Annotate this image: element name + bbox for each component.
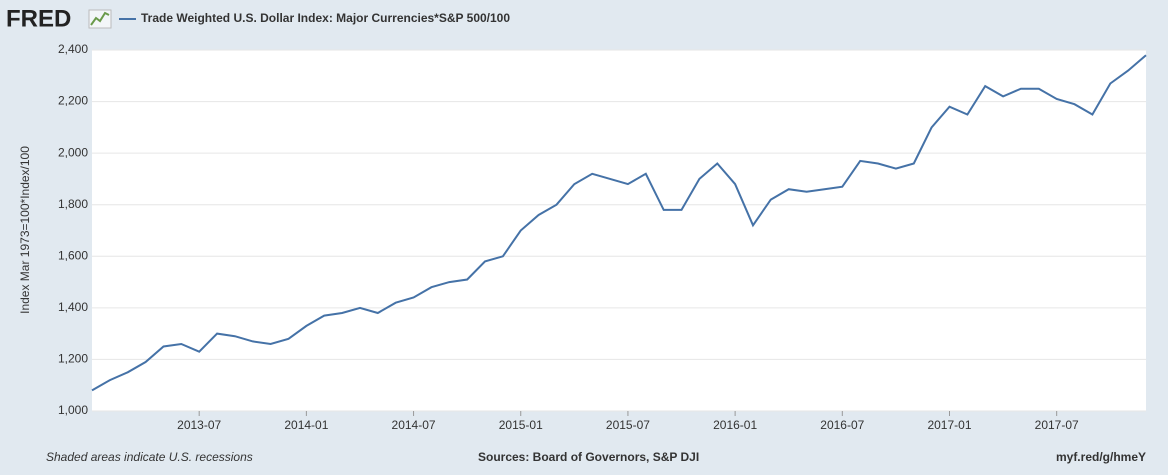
x-tick-label: 2016-07 <box>820 418 864 432</box>
x-tick-label: 2014-07 <box>392 418 436 432</box>
plot-area <box>92 50 1146 411</box>
logo: FRED <box>6 5 71 32</box>
source: Sources: Board of Governors, S&P DJI <box>478 450 699 464</box>
legend-label: Trade Weighted U.S. Dollar Index: Major … <box>141 11 510 25</box>
y-tick-label: 2,200 <box>58 94 88 108</box>
x-tick-label: 2017-01 <box>927 418 971 432</box>
y-tick-label: 2,400 <box>58 42 88 56</box>
x-tick-label: 2016-01 <box>713 418 757 432</box>
link: myf.red/g/hmeY <box>1056 450 1146 464</box>
y-axis-label: Index Mar 1973=100*Index/100 <box>18 146 32 314</box>
y-tick-label: 1,800 <box>58 197 88 211</box>
logo-icon <box>88 9 112 29</box>
x-tick-label: 2015-07 <box>606 418 650 432</box>
y-tick-label: 2,000 <box>58 145 88 159</box>
y-tick-label: 1,200 <box>58 352 88 366</box>
recession-note: Shaded areas indicate U.S. recessions <box>46 450 253 464</box>
y-tick-label: 1,600 <box>58 248 88 262</box>
x-tick-label: 2014-01 <box>284 418 328 432</box>
x-tick-label: 2017-07 <box>1035 418 1079 432</box>
y-tick-label: 1,000 <box>58 403 88 417</box>
x-tick-label: 2015-01 <box>499 418 543 432</box>
y-tick-label: 1,400 <box>58 300 88 314</box>
series-line <box>91 54 1147 392</box>
x-tick-label: 2013-07 <box>177 418 221 432</box>
